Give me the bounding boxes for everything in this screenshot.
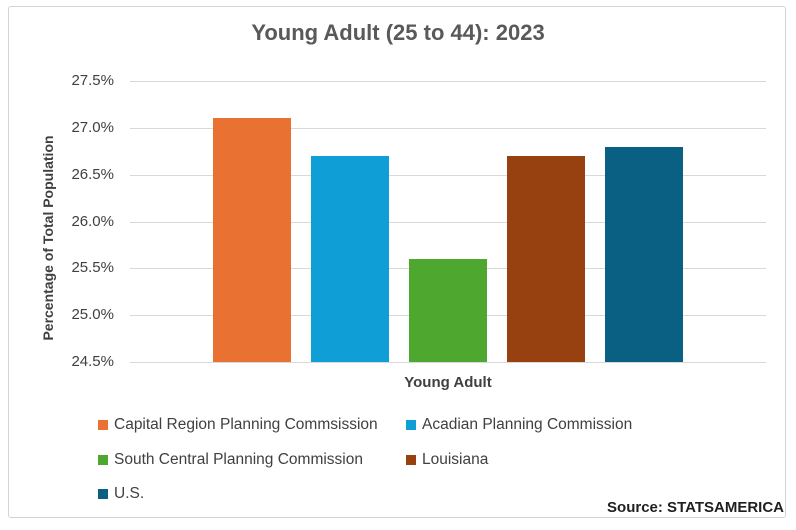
x-axis-label: Young Adult [404,374,492,391]
gridline [130,362,766,363]
legend-item: Acadian Planning Commission [406,416,632,434]
bar-3 [507,155,585,362]
gridline [130,222,766,223]
legend-swatch [98,455,108,465]
legend-swatch [406,420,416,430]
bar-0 [213,118,291,362]
gridline [130,175,766,176]
legend-label: Capital Region Planning Commsission [114,416,378,433]
chart-title: Young Adult (25 to 44): 2023 [251,20,545,45]
legend-swatch [98,489,108,499]
bar-1 [311,155,389,362]
y-tick-label: 26.5% [71,166,114,183]
bar-2 [409,258,487,362]
legend-item: U.S. [98,485,144,503]
gridline [130,81,766,82]
gridline [130,128,766,129]
legend-item: South Central Planning Commission [98,451,363,469]
legend-label: U.S. [114,485,145,502]
legend-item: Capital Region Planning Commsission [98,416,378,434]
y-tick-label: 24.5% [71,353,114,370]
legend-swatch [98,420,108,430]
y-tick-label: 27.0% [71,119,114,136]
legend-label: Acadian Planning Commission [422,416,633,433]
source-note: Source: STATSAMERICA [607,499,784,516]
bar-4 [605,146,683,362]
legend-swatch [406,455,416,465]
legend-item: Louisiana [406,451,488,469]
y-tick-label: 25.5% [71,259,114,276]
y-tick-label: 25.0% [71,306,114,323]
legend-label: South Central Planning Commission [114,451,363,468]
legend-label: Louisiana [422,451,489,468]
y-tick-label: 27.5% [71,72,114,89]
y-tick-label: 26.0% [71,213,114,230]
